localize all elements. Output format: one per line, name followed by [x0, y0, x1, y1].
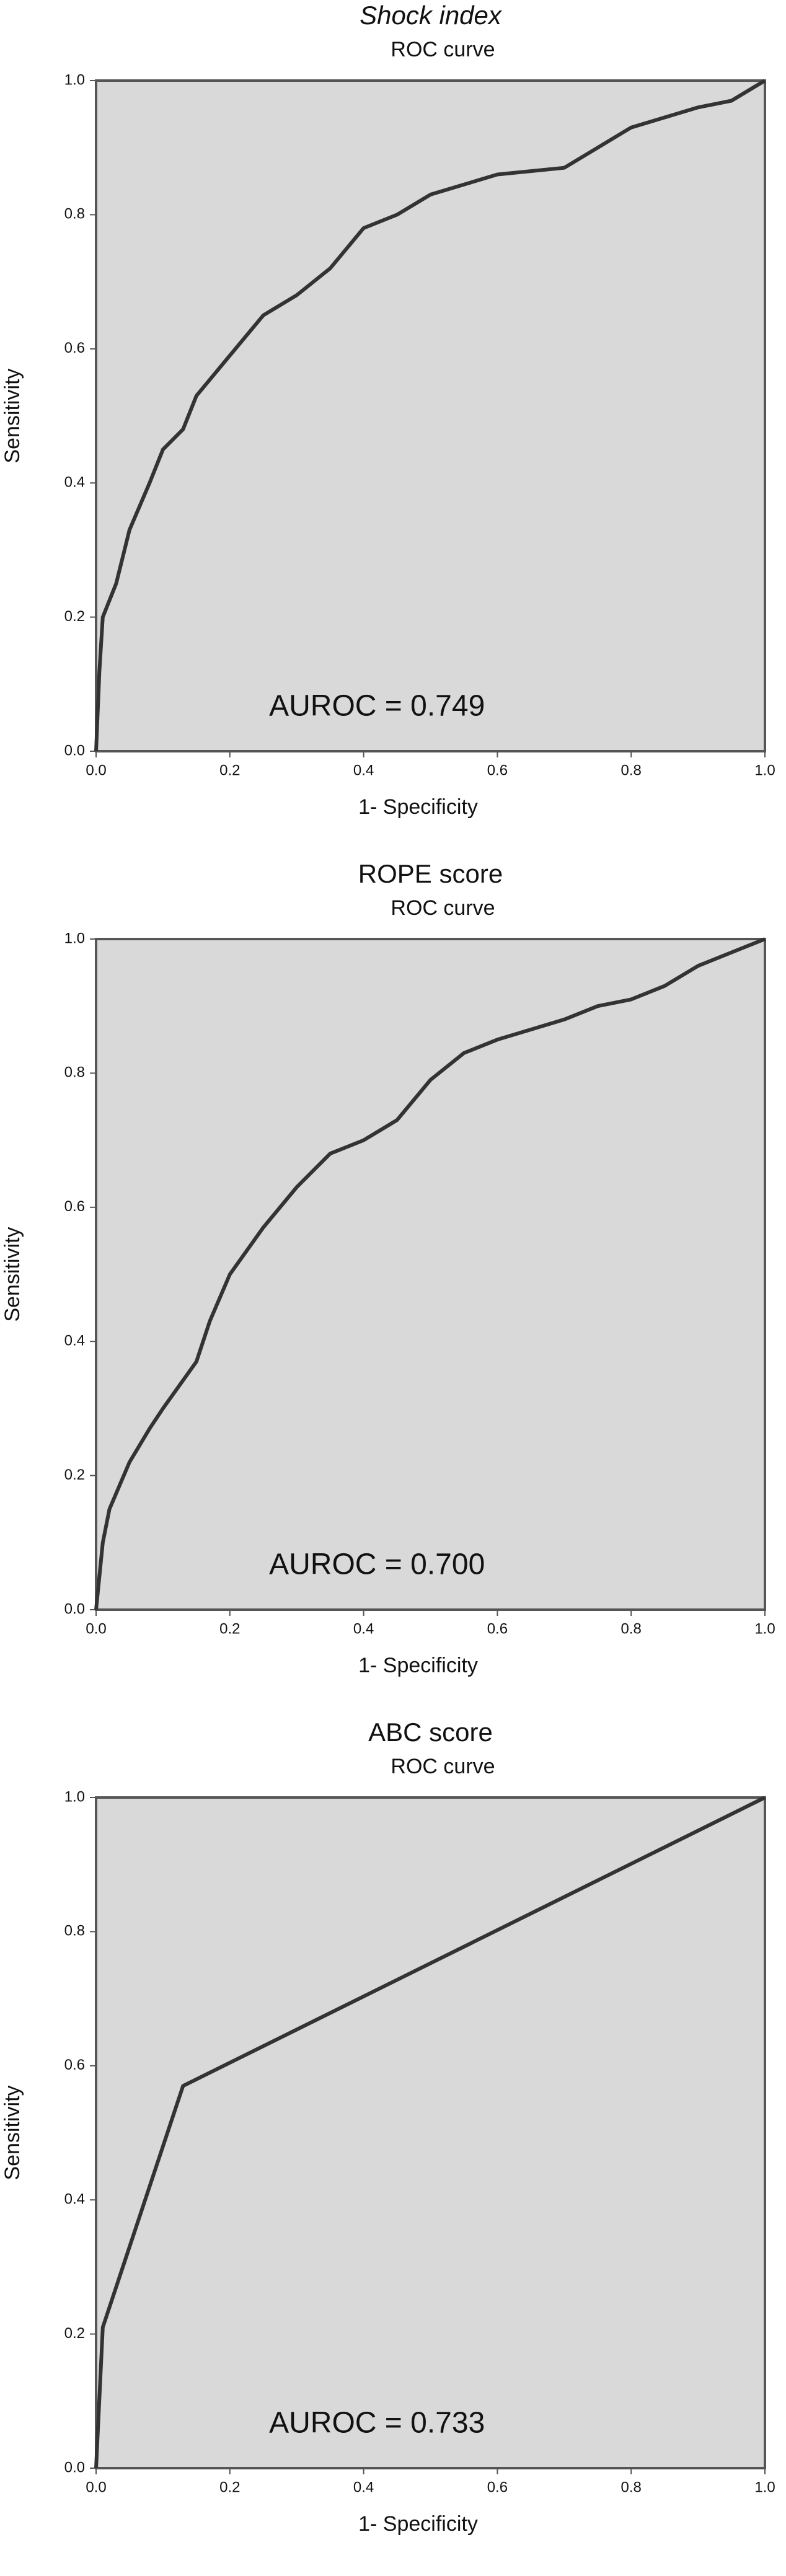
y-tick-label: 0.4 — [64, 2191, 85, 2208]
x-tick-label: 0.2 — [219, 2479, 240, 2495]
annotation: AUROC = 0.733 — [269, 2406, 485, 2439]
x-tick-label: 0.4 — [353, 762, 374, 779]
y-tick-label: 0.2 — [64, 1467, 85, 1483]
chart-subtitle: ROC curve — [391, 896, 495, 920]
y-tick-label: 0.8 — [64, 1064, 85, 1081]
y-tick-label: 0.0 — [64, 2459, 85, 2476]
annotation: AUROC = 0.700 — [269, 1548, 485, 1581]
x-tick-label: 0.0 — [86, 1620, 106, 1637]
chart-title: ABC score — [368, 1718, 493, 1747]
chart-title: ROPE score — [358, 859, 503, 888]
x-tick-label: 0.2 — [219, 1620, 240, 1637]
x-tick-label: 0.4 — [353, 1620, 374, 1637]
roc-curve — [94, 79, 766, 752]
x-tick-label: 0.0 — [86, 2479, 106, 2495]
y-tick-label: 1.0 — [64, 71, 85, 88]
plot-area — [95, 938, 766, 1611]
y-tick-label: 0.6 — [64, 2057, 85, 2073]
y-axis-label: Sensitivity — [1, 1227, 24, 1321]
y-tick-label: 0.2 — [64, 608, 85, 625]
x-tick-label: 0.8 — [621, 2479, 642, 2495]
x-tick-label: 1.0 — [754, 762, 775, 779]
y-tick-label: 1.0 — [64, 1788, 85, 1805]
chart-panel: ABC score ROC curve 0.0 0.2 0.4 0.6 0.8 1.0 0.0 0… — [1, 1718, 775, 2536]
plot-area — [95, 79, 766, 752]
y-tick-label: 0.4 — [64, 1333, 85, 1349]
x-tick-label: 1.0 — [754, 1620, 775, 1637]
x-tick-label: 0.8 — [621, 1620, 642, 1637]
x-axis-label: 1- Specificity — [358, 1654, 478, 1677]
y-tick-label: 0.0 — [64, 1600, 85, 1617]
x-axis-label: 1- Specificity — [358, 2512, 478, 2536]
y-tick-label: 0.8 — [64, 1923, 85, 1939]
x-tick-label: 0.6 — [487, 1620, 508, 1637]
x-tick-label: 0.8 — [621, 762, 642, 779]
x-tick-label: 0.0 — [86, 762, 106, 779]
x-tick-label: 1.0 — [754, 2479, 775, 2495]
y-tick-label: 0.2 — [64, 2325, 85, 2342]
x-axis-label: 1- Specificity — [358, 795, 478, 819]
chart-subtitle: ROC curve — [391, 1755, 495, 1778]
x-tick-label: 0.6 — [487, 2479, 508, 2495]
y-tick-label: 0.0 — [64, 742, 85, 759]
y-tick-label: 0.6 — [64, 340, 85, 356]
x-tick-label: 0.6 — [487, 762, 508, 779]
x-tick-label: 0.4 — [353, 2479, 374, 2495]
y-tick-label: 0.8 — [64, 206, 85, 223]
chart-title: Shock index — [360, 1, 503, 30]
chart-panel: Shock index ROC curve 0.0 0.2 0.4 0.6 0.8 1.0 0.… — [1, 1, 775, 819]
plot-area — [95, 1796, 766, 2469]
y-tick-label: 0.6 — [64, 1198, 85, 1215]
y-axis-label: Sensitivity — [1, 368, 24, 463]
roc-curve — [94, 937, 766, 1610]
roc-curve — [94, 1796, 766, 2469]
y-axis-label: Sensitivity — [1, 2085, 24, 2180]
chart-panel: ROPE score ROC curve 0.0 0.2 0.4 0.6 0.8 1.0 0.0… — [1, 859, 775, 1677]
x-tick-label: 0.2 — [219, 762, 240, 779]
chart-subtitle: ROC curve — [391, 38, 495, 61]
y-tick-label: 1.0 — [64, 930, 85, 946]
annotation: AUROC = 0.749 — [269, 689, 485, 722]
y-tick-label: 0.4 — [64, 474, 85, 491]
